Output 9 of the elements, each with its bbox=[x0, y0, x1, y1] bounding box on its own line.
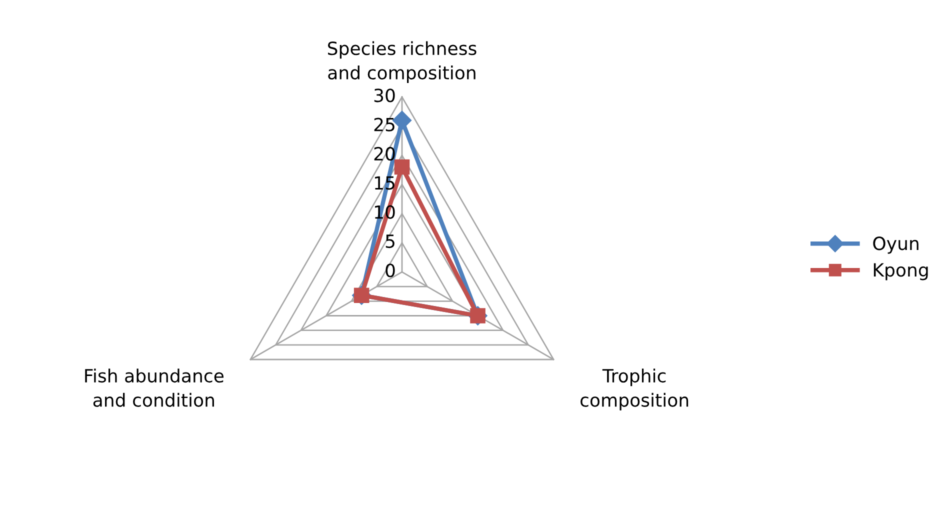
y-tick-label: 5 bbox=[386, 234, 394, 248]
y-tick-label: 25 bbox=[374, 118, 394, 132]
spoke-label: Species richness and composition bbox=[328, 41, 476, 83]
y-tick-label: 0 bbox=[386, 264, 395, 278]
spoke-label: Fish abundance and condition bbox=[85, 368, 224, 407]
legend-label: Oyun bbox=[873, 236, 918, 254]
y-tick-label: 30 bbox=[374, 88, 395, 102]
legend-label: Kpong bbox=[874, 263, 928, 280]
spoke-label: Trophic composition bbox=[580, 368, 688, 410]
